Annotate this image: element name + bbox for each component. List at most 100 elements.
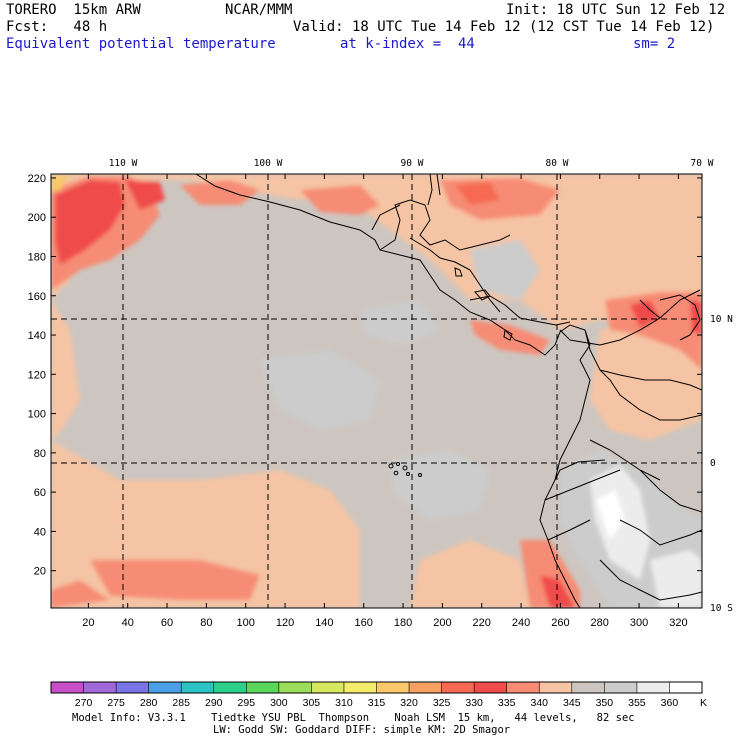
colorbar-level-label: 360 — [661, 697, 679, 709]
colorbar-swatch — [181, 682, 215, 693]
x-tick-label: 300 — [630, 617, 648, 629]
smoothing-label: sm= 2 — [633, 36, 676, 52]
x-tick-label: 80 — [200, 617, 212, 629]
colorbar-level-label: 300 — [270, 697, 288, 709]
lon-label-90w: 90 W — [401, 158, 424, 169]
colorbar — [51, 682, 703, 693]
lon-label-80w: 80 W — [546, 158, 569, 169]
y-tick-label: 40 — [34, 526, 46, 538]
longitude-labels: 110 W 100 W 90 W 80 W 70 W — [109, 158, 714, 169]
model-info-line1: Model Info: V3.3.1 Tiedtke YSU PBL Thomp… — [72, 712, 635, 724]
init-time: Init: 18 UTC Sun 12 Feb 12 — [506, 2, 726, 18]
model-info-line2: LW: Godd SW: Goddard DIFF: simple KM: 2D… — [213, 724, 511, 736]
colorbar-level-label: 305 — [303, 697, 321, 709]
colorbar-level-label: 295 — [238, 697, 256, 709]
colorbar-level-label: 335 — [498, 697, 516, 709]
colorbar-level-label: 270 — [75, 697, 93, 709]
colorbar-level-label: 290 — [205, 697, 223, 709]
level-label: at k-index = 44 — [340, 36, 475, 52]
colorbar-swatch — [246, 682, 280, 693]
x-tick-label: 20 — [82, 617, 94, 629]
temperature-field — [51, 174, 702, 608]
colorbar-swatch — [51, 682, 85, 693]
colorbar-unit: K — [700, 697, 707, 709]
colorbar-level-label: 325 — [433, 697, 451, 709]
y-tick-label: 60 — [34, 487, 46, 499]
colorbar-labels: 270 275 280 285 290 295 300 305 310 315 320 325 330 3… — [75, 697, 679, 709]
colorbar-swatch — [539, 682, 573, 693]
colorbar-swatch — [148, 682, 182, 693]
colorbar-swatch — [278, 682, 312, 693]
lon-label-100w: 100 W — [254, 158, 283, 169]
lon-label-70w: 70 W — [691, 158, 714, 169]
x-tick-label: 60 — [161, 617, 173, 629]
colorbar-swatch — [669, 682, 703, 693]
x-tick-label: 100 — [237, 617, 255, 629]
coastlines — [195, 174, 702, 608]
lat-label-10s: 10 S — [710, 603, 733, 614]
colorbar-level-label: 320 — [400, 697, 418, 709]
colorbar-swatch — [441, 682, 475, 693]
colorbar-level-label: 315 — [368, 697, 386, 709]
x-tick-label: 320 — [669, 617, 687, 629]
lon-label-110w: 110 W — [109, 158, 138, 169]
graticule — [51, 174, 702, 608]
y-tick-label: 20 — [34, 566, 46, 578]
x-tick-label: 180 — [394, 617, 412, 629]
colorbar-swatch — [474, 682, 508, 693]
y-tick-label: 140 — [28, 330, 46, 342]
latitude-labels: 10 N 0 10 S — [710, 314, 733, 614]
plot-frame — [50, 173, 703, 609]
x-tick-label: 160 — [355, 617, 373, 629]
colorbar-swatch — [83, 682, 117, 693]
colorbar-level-label: 275 — [107, 697, 125, 709]
x-tick-label: 40 — [122, 617, 134, 629]
y-axis-ticks — [51, 177, 702, 572]
model-title: TORERO 15km ARW — [6, 2, 141, 18]
x-tick-label: 200 — [433, 617, 451, 629]
colorbar-level-label: 340 — [530, 697, 548, 709]
x-tick-label: 140 — [315, 617, 333, 629]
colorbar-swatch — [343, 682, 377, 693]
forecast-hour: Fcst: 48 h — [6, 19, 108, 35]
y-tick-label: 220 — [28, 173, 46, 185]
colorbar-swatch — [636, 682, 670, 693]
colorbar-level-label: 285 — [172, 697, 190, 709]
colorbar-level-label: 350 — [596, 697, 614, 709]
x-tick-label: 240 — [512, 617, 530, 629]
colorbar-swatch — [506, 682, 540, 693]
field-name: Equivalent potential temperature — [6, 36, 276, 52]
colorbar-frame — [50, 681, 703, 694]
organization-label: NCAR/MMM — [225, 2, 293, 18]
colorbar-swatch — [571, 682, 605, 693]
y-axis-labels: 20 40 60 80 100 120 140 160 180 200 220 — [28, 173, 46, 578]
x-axis-labels: 20 40 60 80 100 120 140 160 180 200 220 240 260 280 30… — [82, 617, 687, 629]
y-tick-label: 80 — [34, 448, 46, 460]
y-tick-label: 160 — [28, 291, 46, 303]
lat-label-0: 0 — [710, 458, 716, 469]
y-tick-label: 200 — [28, 212, 46, 224]
colorbar-level-label: 330 — [465, 697, 483, 709]
colorbar-swatch — [409, 682, 443, 693]
colorbar-swatch — [604, 682, 638, 693]
colorbar-swatch — [376, 682, 410, 693]
colorbar-level-label: 355 — [628, 697, 646, 709]
valid-time: Valid: 18 UTC Tue 14 Feb 12 (12 CST Tue … — [293, 19, 715, 35]
x-axis-ticks — [87, 174, 679, 608]
colorbar-swatch — [213, 682, 247, 693]
lat-label-10n: 10 N — [710, 314, 733, 325]
y-tick-label: 120 — [28, 369, 46, 381]
colorbar-swatch — [311, 682, 345, 693]
x-tick-label: 120 — [276, 617, 294, 629]
colorbar-level-label: 280 — [140, 697, 158, 709]
colorbar-swatch — [116, 682, 150, 693]
x-tick-label: 260 — [551, 617, 569, 629]
y-tick-label: 180 — [28, 251, 46, 263]
x-tick-label: 220 — [473, 617, 491, 629]
colorbar-level-label: 345 — [563, 697, 581, 709]
y-tick-label: 100 — [28, 409, 46, 421]
colorbar-level-label: 310 — [335, 697, 353, 709]
x-tick-label: 280 — [591, 617, 609, 629]
